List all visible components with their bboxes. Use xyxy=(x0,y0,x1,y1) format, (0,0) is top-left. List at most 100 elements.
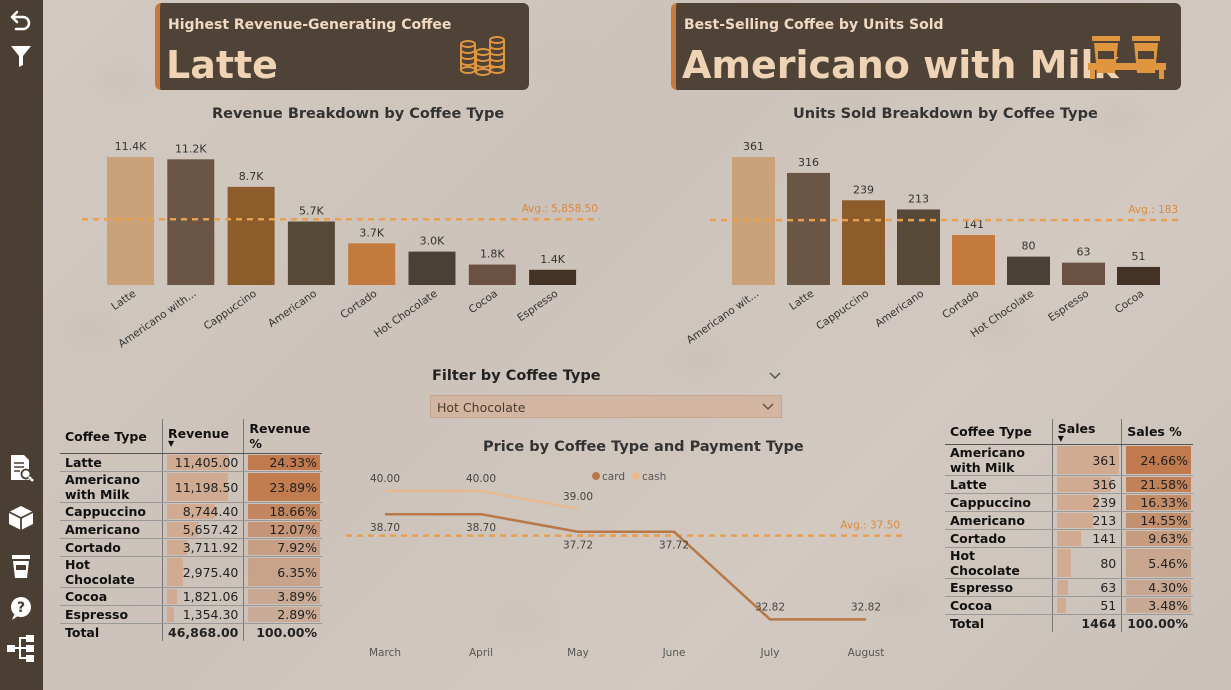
tick-label: Hot Chocolate xyxy=(372,288,440,340)
table-row[interactable]: Cappuccino 239 16.33% xyxy=(945,493,1193,512)
table-row[interactable]: Cocoa 51 3.48% xyxy=(945,596,1193,615)
col-header-sales[interactable]: Sales ▼ xyxy=(1052,419,1123,445)
cell-value: 8,744.40 xyxy=(162,502,245,521)
total-value: 1464 xyxy=(1052,614,1123,632)
table-row[interactable]: Americano 5,657.42 12.07% xyxy=(60,520,322,539)
box-icon[interactable] xyxy=(5,502,37,534)
kpi-card-revenue: Highest Revenue-Generating Coffee Latte xyxy=(155,3,529,90)
pct-text: 6.35% xyxy=(277,564,317,580)
bar[interactable] xyxy=(348,243,396,285)
coffee-cup-icon[interactable] xyxy=(5,550,37,582)
pct-bar xyxy=(248,540,320,555)
table-row[interactable]: Cortado 141 9.63% xyxy=(945,529,1193,548)
data-label: 32.82 xyxy=(851,601,881,613)
pct-text: 3.89% xyxy=(277,589,317,604)
table-row[interactable]: Americano with Milk 361 24.66% xyxy=(945,444,1193,476)
table-row[interactable]: Americano 213 14.55% xyxy=(945,511,1193,530)
value-bar xyxy=(1056,477,1112,492)
table-row[interactable]: Latte 316 21.58% xyxy=(945,475,1193,494)
cell-coffee-type: Hot Chocolate xyxy=(945,547,1053,579)
value-text: 8,744.40 xyxy=(182,504,239,519)
col-header-sales-pct[interactable]: Sales % xyxy=(1121,419,1193,445)
pct-text: 24.33% xyxy=(269,455,317,470)
series-line-card[interactable] xyxy=(385,512,866,621)
pct-bar xyxy=(1126,531,1191,546)
chevron-down-icon[interactable] xyxy=(768,366,782,385)
table-row[interactable]: Cortado 3,711.92 7.92% xyxy=(60,538,322,557)
bar[interactable] xyxy=(408,251,456,285)
col-header-revenue[interactable]: Revenue ▼ xyxy=(162,419,245,454)
value-text: 51 xyxy=(1100,598,1117,613)
help-icon[interactable]: ? xyxy=(5,592,37,624)
value-bar xyxy=(1056,598,1066,613)
table-row[interactable]: Hot Chocolate 80 5.46% xyxy=(945,547,1193,579)
cell-coffee-type: Americano with Milk xyxy=(60,471,163,503)
bar[interactable] xyxy=(227,186,275,285)
pct-text: 3.48% xyxy=(1148,598,1188,613)
tick-label: Americano wit... xyxy=(684,288,761,347)
x-tick-label: June xyxy=(662,647,686,659)
table-row[interactable]: Americano with Milk 11,198.50 23.89% xyxy=(60,471,322,503)
x-tick-label: July xyxy=(760,647,780,659)
table-row[interactable]: Espresso 1,354.30 2.89% xyxy=(60,605,322,624)
bar[interactable] xyxy=(1117,266,1160,285)
col-header-revenue-pct[interactable]: Revenue % xyxy=(243,419,322,454)
revenue-header-label: Revenue xyxy=(168,425,230,441)
pct-text: 21.58% xyxy=(1140,477,1188,492)
cell-pct: 23.89% xyxy=(243,471,322,503)
cell-coffee-type: Cortado xyxy=(60,538,163,557)
value-bar xyxy=(1056,531,1081,546)
bar[interactable] xyxy=(468,264,516,285)
bar[interactable] xyxy=(1062,262,1105,285)
data-label: 8.7K xyxy=(239,170,264,183)
pct-text: 5.46% xyxy=(1148,555,1188,571)
svg-text:?: ? xyxy=(17,600,25,616)
col-header-coffee-type[interactable]: Coffee Type xyxy=(945,419,1053,445)
cell-value: 2,975.40 xyxy=(162,556,245,588)
pct-bar xyxy=(248,558,320,586)
bar[interactable] xyxy=(107,157,154,285)
cell-pct: 3.48% xyxy=(1121,596,1193,615)
x-tick-label: April xyxy=(469,647,493,659)
report-search-icon[interactable] xyxy=(5,452,37,484)
table-row[interactable]: Hot Chocolate 2,975.40 6.35% xyxy=(60,556,322,588)
table-row[interactable]: Cappuccino 8,744.40 18.66% xyxy=(60,502,322,521)
units-chart-title: Units Sold Breakdown by Coffee Type xyxy=(793,106,1098,122)
bar[interactable] xyxy=(1007,256,1050,285)
table-row[interactable]: Latte 11,405.00 24.33% xyxy=(60,453,322,472)
total-row: Total 1464 100.00% xyxy=(945,614,1193,632)
bar[interactable] xyxy=(287,221,335,285)
value-text: 361 xyxy=(1092,452,1117,468)
bar[interactable] xyxy=(529,269,577,285)
total-pct: 100.00% xyxy=(1121,614,1193,632)
bar[interactable] xyxy=(842,200,885,285)
filter-icon[interactable] xyxy=(5,40,37,72)
back-icon[interactable] xyxy=(5,4,37,36)
bar[interactable] xyxy=(167,159,215,285)
col-header-coffee-type[interactable]: Coffee Type xyxy=(60,419,163,454)
series-line-cash[interactable] xyxy=(385,489,579,511)
hierarchy-icon[interactable] xyxy=(5,632,37,664)
table-row[interactable]: Cocoa 1,821.06 3.89% xyxy=(60,587,322,606)
pct-bar xyxy=(1126,580,1191,595)
sidebar: ? xyxy=(0,0,43,690)
price-chart-title: Price by Coffee Type and Payment Type xyxy=(483,439,804,455)
kpi-revenue-value: Latte xyxy=(166,43,278,87)
pct-text: 16.33% xyxy=(1140,495,1188,510)
price-line-chart: card cash Avg.: 37.50 38.70 38.70 37.72 37.72 3… xyxy=(346,471,902,659)
data-label: 80 xyxy=(1022,240,1036,253)
data-label: 5.7K xyxy=(299,205,324,218)
total-label: Total xyxy=(60,623,163,641)
value-text: 3,711.92 xyxy=(182,540,239,555)
cell-pct: 5.46% xyxy=(1121,547,1193,579)
bar[interactable] xyxy=(897,209,940,285)
bar[interactable] xyxy=(952,235,995,285)
table-row[interactable]: Espresso 63 4.30% xyxy=(945,578,1193,597)
bar[interactable] xyxy=(787,172,830,285)
value-bar xyxy=(1056,580,1068,595)
pct-text: 7.92% xyxy=(277,540,317,555)
value-bar xyxy=(167,522,198,537)
cell-value: 1,354.30 xyxy=(162,605,245,624)
filter-dropdown[interactable]: Hot Chocolate xyxy=(430,395,782,418)
kpi-units-value: Americano with Milk xyxy=(682,43,1119,87)
